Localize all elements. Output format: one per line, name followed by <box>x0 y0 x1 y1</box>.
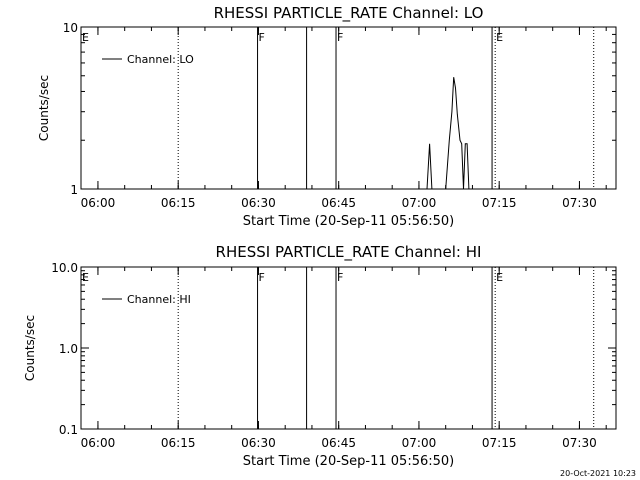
x-tick-label: 06:15 <box>161 196 196 210</box>
y-tick-label: 1 <box>70 183 78 197</box>
x-axis-label: Start Time (20-Sep-11 05:56:50) <box>243 214 454 229</box>
x-tick-label: 06:30 <box>241 196 276 210</box>
y-tick-label: 0.1 <box>59 423 78 437</box>
x-tick-label: 06:00 <box>81 436 116 450</box>
series-line <box>426 77 470 190</box>
event-marker-label: E <box>496 31 503 44</box>
legend-label: Channel: LO <box>127 53 194 66</box>
y-tick-label: 1.0 <box>59 342 78 356</box>
x-tick-label: 07:15 <box>482 436 517 450</box>
footer-timestamp: 20-Oct-2021 10:23 <box>560 469 636 478</box>
event-marker-label: F <box>337 31 343 44</box>
x-axis-label: Start Time (20-Sep-11 05:56:50) <box>243 454 454 469</box>
x-tick-label: 06:15 <box>161 436 196 450</box>
event-marker-label: E <box>496 271 503 284</box>
event-marker-label: F <box>259 31 265 44</box>
y-tick-label: 10 <box>63 21 78 35</box>
x-tick-label: 06:45 <box>321 196 356 210</box>
x-tick-label: 07:00 <box>402 436 437 450</box>
plot-frame <box>80 26 617 190</box>
x-tick-label: 06:45 <box>321 436 356 450</box>
chart-title: RHESSI PARTICLE_RATE Channel: LO <box>214 4 484 23</box>
panel-lo: RHESSI PARTICLE_RATE Channel: LO 06:00 06:… <box>37 4 617 229</box>
y-tick-label: 10.0 <box>51 261 78 275</box>
y-axis-label: Counts/sec <box>23 315 37 381</box>
x-tick-label: 06:00 <box>81 196 116 210</box>
event-marker-label: E <box>82 31 89 44</box>
chart-title: RHESSI PARTICLE_RATE Channel: HI <box>216 243 482 262</box>
event-marker-label: F <box>259 271 265 284</box>
event-marker-label: E <box>82 271 89 284</box>
y-axis-label: Counts/sec <box>37 75 51 141</box>
x-tick-label: 06:30 <box>241 436 276 450</box>
x-tick-label: 07:00 <box>402 196 437 210</box>
x-tick-label: 07:30 <box>562 196 597 210</box>
event-marker-label: F <box>337 271 343 284</box>
legend-label: Channel: HI <box>127 293 191 306</box>
x-tick-label: 07:15 <box>482 196 517 210</box>
x-tick-label: 07:30 <box>562 436 597 450</box>
panel-hi: RHESSI PARTICLE_RATE Channel: HI 06:00 06:… <box>23 243 617 469</box>
plot-frame <box>80 266 617 430</box>
